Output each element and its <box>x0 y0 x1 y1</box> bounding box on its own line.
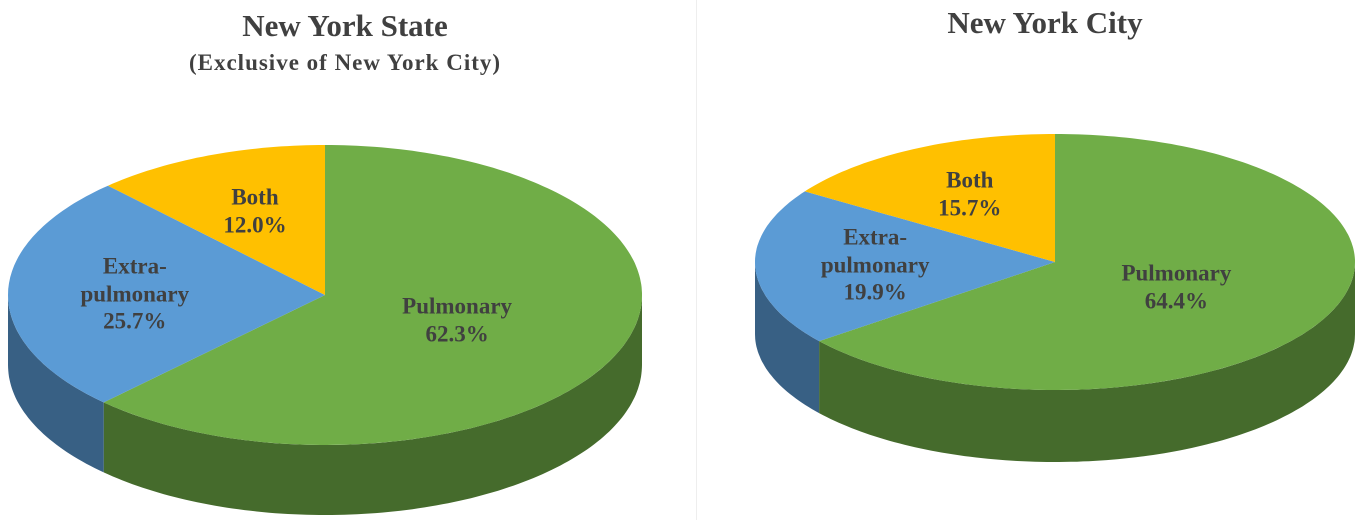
pie-slice <box>819 134 1355 390</box>
pie-side <box>755 262 820 414</box>
slice-label: Both 12.0% <box>190 184 320 239</box>
chart-title: New York State <box>242 8 448 43</box>
pie-slice <box>8 185 325 403</box>
pie-slice <box>103 145 642 445</box>
slice-value: 12.0% <box>223 212 287 238</box>
slice-label: Extra-pulmonary 25.7% <box>70 253 200 336</box>
pie-slice <box>804 134 1055 262</box>
pie-side <box>103 295 642 515</box>
slice-name: Pulmonary <box>402 293 513 319</box>
slice-label: Both 15.7% <box>905 167 1035 222</box>
slice-name: Both <box>946 167 994 193</box>
pie-slice <box>108 145 325 295</box>
slice-value: 62.3% <box>425 321 489 347</box>
slice-name: Extra-pulmonary <box>80 253 190 307</box>
slice-label: Extra-pulmonary 19.9% <box>810 224 940 307</box>
pie-side <box>819 262 1355 462</box>
slice-label: Pulmonary 64.4% <box>1111 260 1241 315</box>
slice-name: Both <box>231 184 279 210</box>
pie-side <box>8 295 104 473</box>
chart-subtitle: (Exclusive of New York City) <box>188 50 502 75</box>
slice-value: 25.7% <box>103 308 167 334</box>
slice-value: 64.4% <box>1144 288 1209 314</box>
slice-value: 15.7% <box>938 195 1002 221</box>
divider <box>696 0 697 520</box>
slice-name: Extra-pulmonary <box>820 224 930 278</box>
slice-value: 19.9% <box>843 279 907 305</box>
chart-title: New York City <box>947 5 1143 40</box>
pie-slice <box>755 191 1055 342</box>
slice-name: Pulmonary <box>1121 260 1232 286</box>
slice-label: Pulmonary 62.3% <box>392 293 522 348</box>
